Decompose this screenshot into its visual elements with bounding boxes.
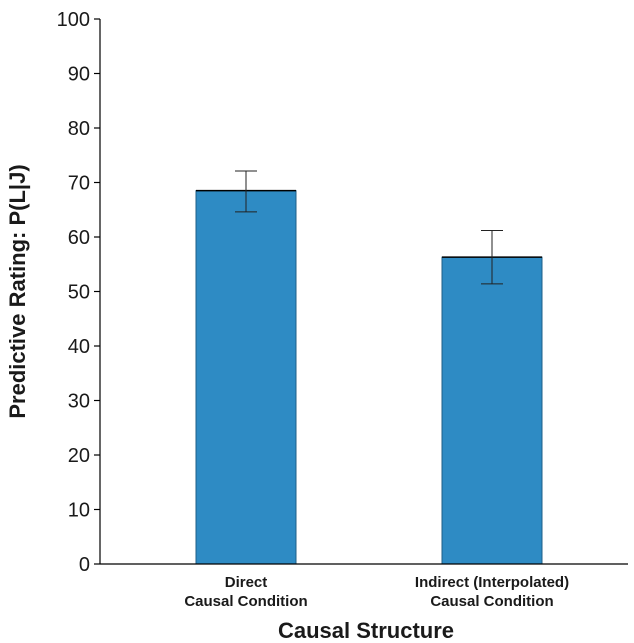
y-tick-label: 60 — [68, 227, 90, 249]
bar-1 — [195, 190, 297, 565]
y-axis-ticks: 0 10 20 30 40 50 60 70 80 90 100 — [57, 9, 100, 576]
bar-2 — [441, 256, 543, 565]
error-bars — [235, 170, 503, 285]
y-tick-label: 20 — [68, 445, 90, 467]
x-category-label: Causal Condition — [184, 593, 307, 610]
x-axis-category-labels: Direct Causal Condition Indirect (Interpol… — [184, 574, 569, 610]
y-tick-label: 0 — [79, 554, 90, 576]
bars — [195, 189, 543, 565]
y-tick-label: 40 — [68, 336, 90, 358]
x-category-label: Indirect (Interpolated) — [415, 574, 569, 591]
x-category-label: Causal Condition — [430, 593, 553, 610]
y-tick-label: 10 — [68, 500, 90, 522]
y-tick-label: 50 — [68, 282, 90, 304]
y-tick-label: 100 — [57, 9, 90, 31]
y-tick-label: 70 — [68, 173, 90, 195]
x-category-label: Direct — [225, 574, 268, 591]
y-axis-title: Predictive Rating: P(L|J) — [5, 164, 30, 418]
y-tick-label: 30 — [68, 391, 90, 413]
y-tick-label: 80 — [68, 118, 90, 140]
y-tick-label: 90 — [68, 64, 90, 86]
x-axis-title: Causal Structure — [278, 618, 454, 643]
